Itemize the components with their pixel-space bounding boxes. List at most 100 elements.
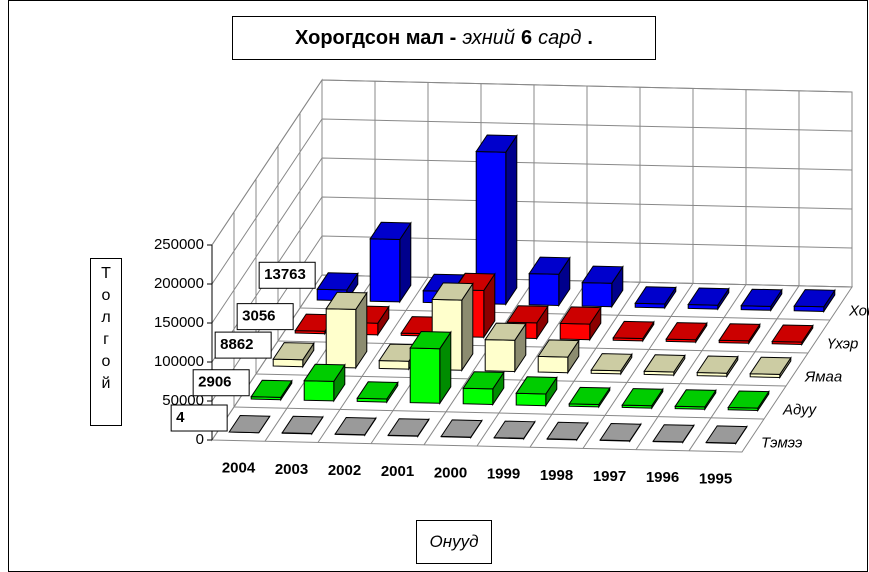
bar bbox=[687, 287, 730, 311]
x-tick-label: 2003 bbox=[275, 461, 308, 478]
bar-top bbox=[674, 389, 717, 408]
bar bbox=[581, 265, 624, 309]
bar-top bbox=[506, 305, 549, 324]
data-label: 8862 bbox=[220, 336, 253, 353]
bar bbox=[475, 134, 518, 306]
x-tick-label: 2001 bbox=[381, 463, 414, 480]
legend-label: Тэмээ bbox=[761, 434, 802, 451]
bar-top bbox=[409, 330, 452, 350]
bar bbox=[771, 323, 814, 347]
bar-top bbox=[325, 291, 368, 310]
legend-label: Ямаа bbox=[804, 368, 842, 385]
bar-front bbox=[462, 387, 494, 406]
bar-front bbox=[537, 355, 569, 374]
x-tick-label: 1997 bbox=[593, 468, 626, 485]
x-tick-label: 1998 bbox=[540, 467, 573, 484]
bar-top bbox=[621, 388, 664, 407]
bar bbox=[334, 416, 377, 437]
bar bbox=[369, 221, 412, 304]
bar-top bbox=[652, 424, 695, 443]
x-tick-label: 2004 bbox=[222, 460, 256, 477]
grid-line bbox=[211, 157, 853, 324]
bar-top bbox=[581, 265, 624, 284]
bar-front bbox=[303, 380, 335, 402]
title-part: эхний bbox=[462, 26, 515, 49]
bar bbox=[674, 388, 717, 411]
bar bbox=[281, 415, 324, 436]
y-tick-label: 150000 bbox=[154, 314, 204, 331]
bar-top bbox=[431, 282, 474, 301]
title-part: 6 bbox=[520, 26, 533, 49]
bar-top bbox=[493, 420, 536, 439]
bar bbox=[665, 321, 708, 344]
bar bbox=[387, 417, 430, 438]
bar bbox=[559, 305, 602, 342]
bar bbox=[749, 356, 792, 380]
bar-front bbox=[559, 322, 591, 341]
bar bbox=[356, 380, 399, 404]
bar-top bbox=[475, 134, 518, 153]
bar-top bbox=[387, 418, 430, 437]
bar bbox=[568, 386, 611, 409]
bar bbox=[546, 421, 589, 442]
bar bbox=[409, 330, 452, 405]
x-tick-label: 2000 bbox=[434, 464, 467, 481]
bar bbox=[740, 288, 783, 312]
floor-grid-line bbox=[635, 284, 747, 450]
bar-top bbox=[250, 379, 293, 398]
x-tick-label: 1995 bbox=[699, 470, 732, 487]
bar-top bbox=[705, 425, 748, 444]
bar bbox=[528, 256, 571, 308]
y-axis-label: Толгой bbox=[101, 265, 111, 392]
floor-grid-line bbox=[582, 283, 694, 449]
bar-front bbox=[409, 347, 441, 404]
bar-top bbox=[559, 306, 602, 325]
bar bbox=[250, 379, 293, 402]
bar bbox=[493, 420, 536, 441]
bar-top bbox=[590, 353, 633, 372]
bar bbox=[793, 288, 836, 314]
bar-top bbox=[515, 376, 558, 395]
x-tick-label: 1996 bbox=[646, 469, 679, 486]
bar-front bbox=[378, 360, 410, 370]
bar bbox=[515, 375, 558, 408]
data-label-box bbox=[214, 331, 272, 359]
title-part: сард bbox=[538, 26, 582, 49]
data-label: 3056 bbox=[242, 308, 275, 325]
bar bbox=[272, 341, 315, 369]
bar-top bbox=[740, 288, 783, 307]
bar-top bbox=[356, 381, 399, 400]
floor-grid-line bbox=[233, 406, 765, 420]
x-tick-label: 1999 bbox=[487, 466, 520, 483]
bar bbox=[462, 370, 505, 407]
bar bbox=[718, 322, 761, 345]
bar bbox=[440, 418, 483, 440]
y-tick-label: 100000 bbox=[154, 353, 204, 370]
bar-top bbox=[687, 287, 730, 306]
data-label: 2906 bbox=[198, 374, 231, 391]
bar-top bbox=[272, 342, 315, 361]
bar-top bbox=[634, 286, 677, 305]
bar-top bbox=[537, 339, 580, 358]
bar-top bbox=[771, 324, 814, 343]
bar bbox=[303, 363, 346, 403]
bar-top bbox=[462, 371, 505, 390]
legend-label: Үхэр bbox=[827, 335, 858, 352]
bar bbox=[696, 355, 739, 378]
bar-top bbox=[228, 414, 271, 434]
grid-line bbox=[211, 118, 853, 285]
x-tick-label: 2002 bbox=[328, 462, 361, 479]
data-label-box bbox=[258, 261, 316, 289]
bar-top bbox=[718, 323, 761, 342]
bar-front bbox=[484, 339, 516, 373]
data-label: 13763 bbox=[264, 266, 306, 283]
y-tick-label: 200000 bbox=[154, 275, 204, 292]
title-part: . bbox=[587, 26, 593, 49]
bar-top bbox=[334, 416, 377, 436]
data-label-box bbox=[236, 303, 294, 331]
bar-front bbox=[581, 282, 613, 308]
bar-top bbox=[612, 320, 655, 340]
bar bbox=[228, 414, 271, 434]
bar-top bbox=[369, 221, 412, 241]
